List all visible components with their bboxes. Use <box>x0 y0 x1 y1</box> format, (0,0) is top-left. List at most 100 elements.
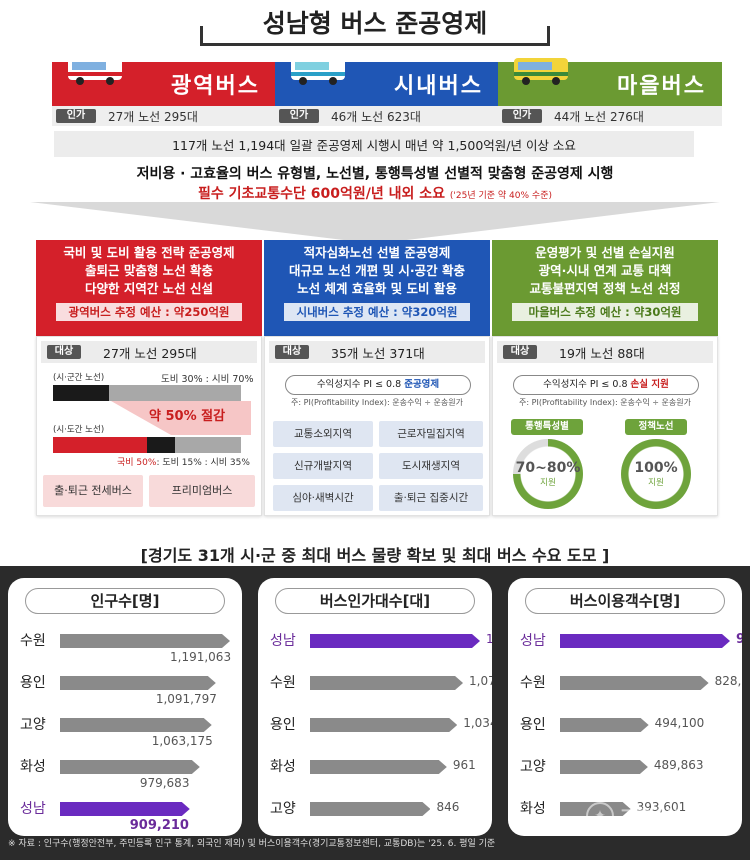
column-body-gwangyeok: 대상 27개 노선 295대 (시·군간 노선) 도비 30% : 시비 70%… <box>36 336 262 516</box>
title-bracket <box>200 26 550 46</box>
value-label: 828,243 <box>714 674 742 688</box>
license-row: 인가 46개 노선 623대 <box>275 106 499 126</box>
savings-wedge <box>111 401 251 435</box>
section-title: [경기도 31개 시·군 중 최대 버스 물량 확보 및 최대 버스 수요 도모… <box>140 546 610 565</box>
ranking-row: 성남 909,210 <box>16 798 238 836</box>
value-bar <box>310 676 463 690</box>
headline-budget-sub: ('25년 기준 약 40% 수준) <box>449 191 552 201</box>
value-label: 494,100 <box>654 716 705 730</box>
pi-result: 준공영제 <box>404 379 440 390</box>
value-label: 1,191,063 <box>170 650 232 664</box>
ranking-card-ridership: 버스이용객수[명] 성남 947,422 수원 828,243 용인 494,100 고양 4… <box>508 578 742 836</box>
bar-label-province: (시·도간 노선) <box>53 425 105 435</box>
license-tag: 인가 <box>56 109 96 123</box>
column-body-maeul: 대상 19개 노선 88대 수익성지수 PI ≤ 0.8 손실 지원 주: PI… <box>492 336 718 516</box>
city-name: 고양 <box>520 759 546 775</box>
city-name: 성남 <box>20 801 46 817</box>
bus-card-sinae: 시내버스 <box>275 58 499 106</box>
area-chip: 심야·새벽시간 <box>273 485 373 511</box>
ranking-row: 용인 1,091,797 <box>16 672 238 712</box>
target-count: 35개 노선 371대 <box>331 345 425 361</box>
funding-segment <box>53 437 147 453</box>
support-tag: 통행특성별 <box>511 419 583 435</box>
ranking-title: 버스인가대수[대] <box>275 588 475 614</box>
ranking-row: 화성 961 <box>266 756 488 796</box>
bus-icon <box>291 58 345 85</box>
ranking-title: 인구수[명] <box>25 588 225 614</box>
column-line: 광역·시내 연계 교통 대책 <box>538 263 672 278</box>
pi-criteria: 수익성지수 PI ≤ 0.8 준공영제 <box>285 375 471 395</box>
value-label: 979,683 <box>139 776 190 790</box>
funnel-arrow <box>30 202 720 242</box>
ranking-row: 화성 979,683 <box>16 756 238 796</box>
value-label: 1,063,175 <box>151 734 213 748</box>
value-label: 1,091,797 <box>155 692 217 706</box>
headline-budget-main: 필수 기초교통수단 600억원/년 내외 소요 <box>198 186 446 202</box>
city-name: 성남 <box>520 633 546 649</box>
column-line: 적자심화노선 선별 준공영제 <box>303 245 451 260</box>
area-chip: 도시재생지역 <box>379 453 483 479</box>
source-footnote: ※ 자료 : 인구수(행정안전부, 주민등록 인구 통계, 외국인 제외) 및 … <box>8 839 496 849</box>
column-head-gwangyeok: 국비 및 도비 활용 전략 준공영제 출퇴근 맞춤형 노선 확충 다양한 지역간… <box>36 240 262 336</box>
bus-card-gwangyeok: 광역버스 <box>52 58 276 106</box>
support-rate: 100% <box>634 460 678 476</box>
watermark: ✦ 경향일보 <box>586 796 746 836</box>
ranking-row: 고양 1,063,175 <box>16 714 238 754</box>
value-bar <box>560 760 648 774</box>
pi-criteria: 수익성지수 PI ≤ 0.8 손실 지원 <box>513 375 699 395</box>
target-tag: 대상 <box>47 345 81 359</box>
bus-icon <box>68 58 122 85</box>
column-line: 출퇴근 맞춤형 노선 확충 <box>84 263 214 278</box>
bar-label-city: (시·군간 노선) <box>53 373 105 383</box>
bus-type-name: 광역버스 <box>171 74 260 99</box>
license-row: 인가 44개 노선 276대 <box>498 106 722 126</box>
ranking-title: 버스이용객수[명] <box>525 588 725 614</box>
watermark-text: 경향일보 <box>620 806 690 829</box>
city-name: 고양 <box>270 801 296 817</box>
support-ring: 70~80% 지원 <box>513 439 583 509</box>
summary-bar: 117개 노선 1,194대 일괄 준공영제 시행시 매년 약 1,500억원/… <box>54 131 694 157</box>
pi-note: 주: PI(Profitability Index): 운송수익 ÷ 운송원가 <box>291 398 463 407</box>
ranking-row: 성남 947,422 <box>516 630 742 670</box>
city-name: 용인 <box>270 717 296 733</box>
license-count: 46개 노선 623대 <box>331 109 421 124</box>
value-bar <box>60 676 216 690</box>
headline-budget: 필수 기초교통수단 600억원/년 내외 소요 ('25년 기준 약 40% 수… <box>0 183 750 203</box>
city-name: 화성 <box>20 759 46 775</box>
value-label: 1,075 <box>469 674 492 688</box>
page-title: 성남형 버스 준공영제 <box>262 9 488 38</box>
funding-segment <box>147 437 176 453</box>
value-label: 846 <box>436 800 460 814</box>
area-chip: 출·퇴근 집중시간 <box>379 485 483 511</box>
target-count: 19개 노선 88대 <box>559 345 645 361</box>
value-label: 1,194 <box>486 632 492 646</box>
headline-policy: 저비용 · 고효율의 버스 유형별, 노선별, 통행특성별 선별적 맞춤형 준공… <box>136 166 614 182</box>
value-label: 947,422 <box>736 632 742 647</box>
city-name: 수원 <box>520 675 546 691</box>
value-bar <box>60 760 200 774</box>
value-label: 1,034 <box>463 716 492 730</box>
value-bar <box>560 634 730 648</box>
license-tag: 인가 <box>502 109 542 123</box>
value-bar <box>310 802 430 816</box>
bar-share-province: 국비 50%: 도비 15% : 시비 35% <box>117 455 250 468</box>
premium-bus: 프리미엄버스 <box>149 475 255 507</box>
commuter-charter-bus: 출·퇴근 전세버스 <box>43 475 143 507</box>
column-line: 국비 및 도비 활용 전략 준공영제 <box>63 245 235 260</box>
ranking-row: 용인 1,034 <box>266 714 492 754</box>
city-name: 성남 <box>270 633 296 649</box>
ranking-row: 용인 494,100 <box>516 714 738 754</box>
city-name: 고양 <box>20 717 46 733</box>
ranking-card-population: 인구수[명] 수원 1,191,063 용인 1,091,797 고양 1,063,175… <box>8 578 242 836</box>
funding-segment <box>175 437 241 453</box>
value-bar <box>60 718 212 732</box>
area-chip: 교통소외지역 <box>273 421 373 447</box>
value-bar <box>310 634 480 648</box>
column-line: 대규모 노선 개편 및 시·공간 확충 <box>288 263 465 278</box>
watermark-logo-icon: ✦ <box>586 802 614 830</box>
budget-label: 마을버스 추정 예산 : 약30억원 <box>512 303 698 321</box>
funding-segment <box>53 385 110 401</box>
target-tag: 대상 <box>275 345 309 359</box>
budget-label: 광역버스 추정 예산 : 약250억원 <box>56 303 242 321</box>
value-bar <box>560 676 709 690</box>
